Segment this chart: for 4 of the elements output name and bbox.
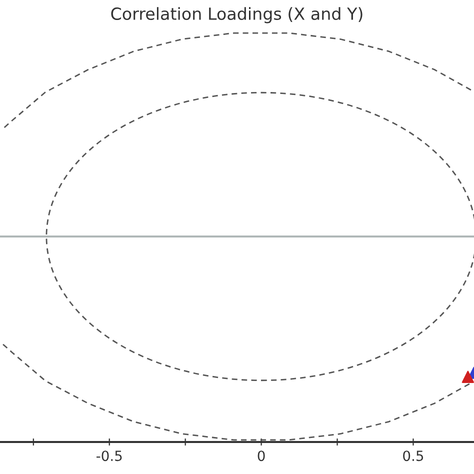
x-tick-label: 0 xyxy=(258,450,265,462)
x-tick-label: -0.5 xyxy=(96,450,122,462)
x-tick-label: 0.5 xyxy=(403,450,424,462)
chart-title: Correlation Loadings (X and Y) xyxy=(111,7,362,24)
